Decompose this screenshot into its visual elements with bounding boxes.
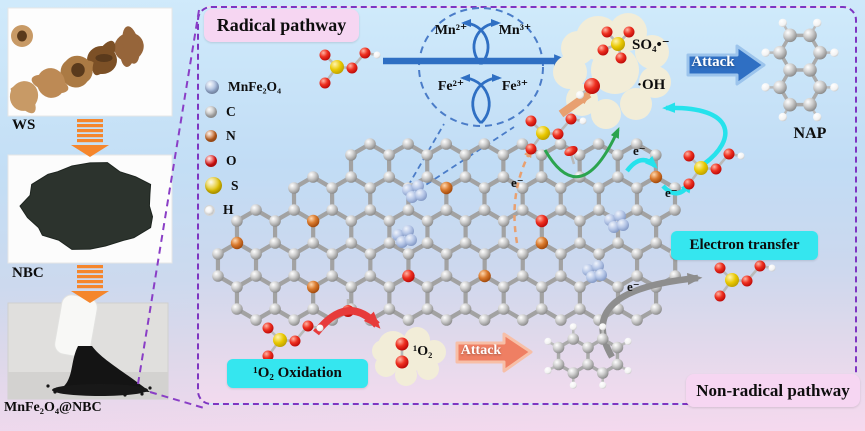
legend-label: C xyxy=(226,103,236,119)
composite-pouring-photo xyxy=(7,294,169,400)
electron-label-1: e⁻ xyxy=(633,143,646,158)
ws-photo-label: WS xyxy=(12,117,36,133)
singlet-oxygen-oxidation-badge: ¹O₂ Oxidation xyxy=(227,359,368,388)
mn2-label: Mn²⁺ xyxy=(434,23,468,38)
legend-item-n: N xyxy=(205,124,281,149)
hydroxyl-radical-label: ·OH xyxy=(637,77,666,93)
ws-to-nbc-arrow xyxy=(71,119,109,157)
legend-label: S xyxy=(231,177,239,193)
callout-line-bottom xyxy=(149,391,205,409)
callout-line-top xyxy=(137,9,200,385)
electron-label-2: e⁻ xyxy=(665,185,678,200)
attack-label-bottom: Attack xyxy=(460,343,502,358)
electron-label-3: e⁻ xyxy=(511,175,524,190)
legend-item-mnfe: MnFe₂O₄ xyxy=(205,75,281,100)
fe3-label: Fe³⁺ xyxy=(501,79,529,94)
mnfe-atom-icon xyxy=(205,80,219,95)
radical-pathway-badge: Radical pathway xyxy=(204,9,359,42)
legend-label: O xyxy=(226,153,237,169)
legend-label: H xyxy=(223,202,234,218)
legend-label: N xyxy=(226,128,236,144)
nap-label: NAP xyxy=(793,125,827,142)
sulfate-radical-label: SO₄•⁻ xyxy=(632,37,670,53)
nbc-powder-photo xyxy=(7,154,173,264)
legend-item-h: H xyxy=(205,198,281,223)
h-atom-icon xyxy=(205,205,214,215)
electron-label-4: e⁻ xyxy=(627,279,640,294)
legend-item-s: S xyxy=(205,173,281,198)
nbc-photo-label: NBC xyxy=(12,265,44,281)
s-atom-icon xyxy=(205,177,222,195)
electron-transfer-badge: Electron transfer xyxy=(671,231,818,260)
legend-item-c: C xyxy=(205,100,281,125)
o-atom-icon xyxy=(205,155,217,168)
singlet-oxygen-label: ¹O₂ xyxy=(413,344,433,359)
walnut-shells-photo xyxy=(7,7,173,117)
legend-label: MnFe₂O₄ xyxy=(228,79,282,95)
non-radical-pathway-badge: Non-radical pathway xyxy=(686,374,860,407)
atom-legend: MnFe₂O₄ C N O S H xyxy=(205,75,281,223)
composite-photo-label: MnFe₂O₄@NBC xyxy=(4,400,102,415)
nbc-to-composite-arrow xyxy=(71,265,109,303)
fe2-label: Fe²⁺ xyxy=(437,79,465,94)
pathway-panel xyxy=(197,6,857,405)
c-atom-icon xyxy=(205,105,217,118)
legend-item-o: O xyxy=(205,149,281,174)
mn3-label: Mn³⁺ xyxy=(498,23,532,38)
attack-label-top: Attack xyxy=(691,54,735,70)
n-atom-icon xyxy=(205,130,217,143)
